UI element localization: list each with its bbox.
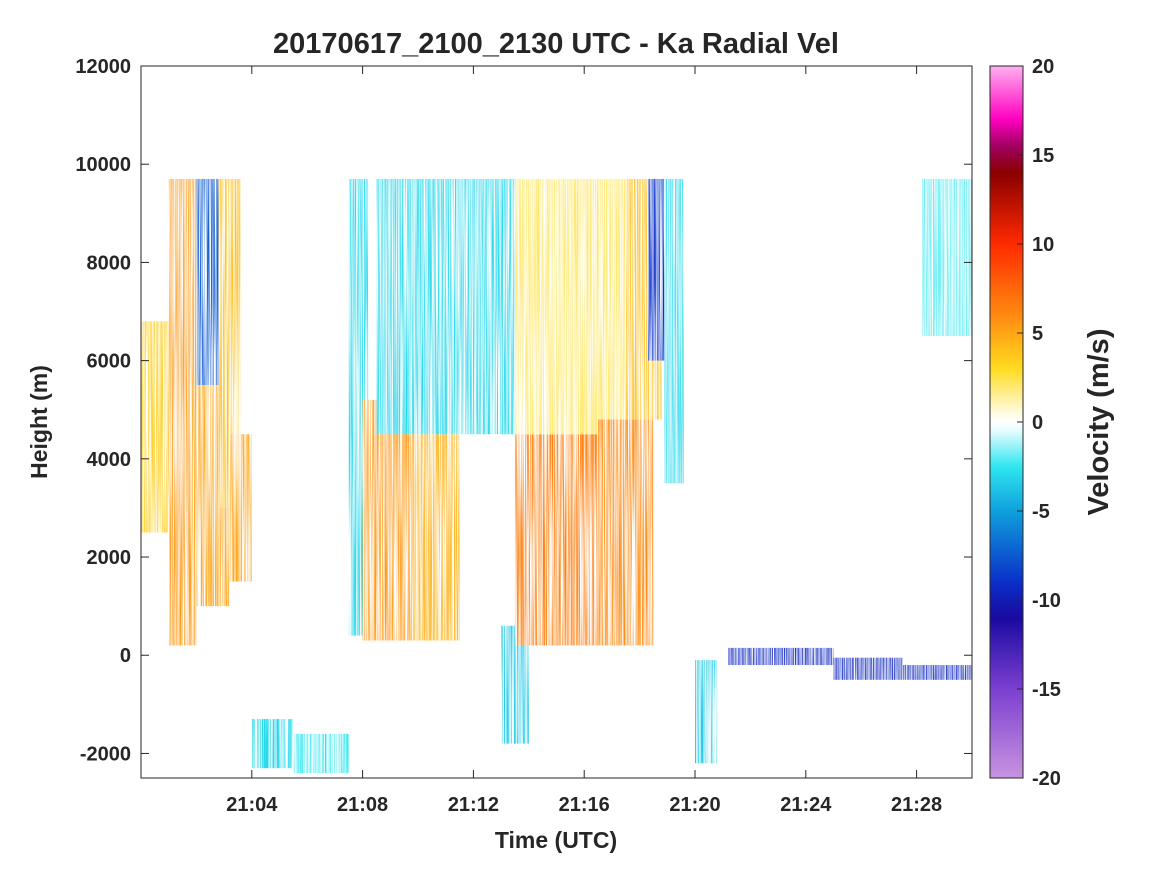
x-axis-ticks: 21:04 21:08 21:12 21:16 21:20 21:24 21:28 (226, 66, 942, 816)
velocity-cell-21 (833, 657, 903, 680)
velocity-cell-7 (293, 733, 349, 774)
x-tick-label: 21:24 (780, 794, 832, 816)
colorbar-tick-label: 0 (1032, 412, 1043, 434)
velocity-cell-22 (902, 665, 972, 680)
x-tick-label: 21:12 (448, 794, 499, 816)
x-axis-label: Time (UTC) (495, 827, 617, 853)
colorbar-ticks: 20 15 10 5 0 -5 -10 -15 -20 (1017, 56, 1061, 790)
y-tick-label: 12000 (75, 56, 131, 78)
velocity-cell-6 (251, 719, 294, 769)
y-tick-label: -2000 (80, 743, 131, 765)
velocity-cell-11 (376, 178, 515, 435)
velocity-cell-20 (728, 647, 834, 666)
velocity-cell-18 (664, 178, 684, 484)
velocity-cell-14 (514, 178, 626, 435)
y-axis-ticks: 12000 10000 8000 6000 4000 2000 0 -2000 (75, 56, 972, 765)
x-tick-label: 21:16 (559, 794, 610, 816)
y-tick-label: 6000 (87, 351, 132, 373)
plot-frame (140, 65, 973, 779)
y-tick-label: 8000 (87, 252, 132, 274)
velocity-cell-0 (141, 321, 169, 533)
colorbar-tick-label: -15 (1032, 679, 1061, 701)
colorbar-tick-label: 20 (1032, 56, 1054, 78)
y-tick-label: 2000 (87, 547, 132, 569)
velocity-cell-10 (412, 434, 460, 641)
velocity-cell-2 (196, 178, 219, 386)
velocity-cell-17 (647, 178, 665, 361)
y-tick-label: 10000 (75, 154, 131, 176)
colorbar-label: Velocity (m/s) (1083, 329, 1115, 516)
x-tick-label: 21:08 (337, 794, 388, 816)
x-tick-label: 21:20 (669, 794, 720, 816)
velocity-cell-23 (922, 178, 972, 337)
y-tick-label: 4000 (87, 449, 132, 471)
colorbar-tick-label: -5 (1032, 501, 1050, 523)
velocity-cell-19 (695, 660, 718, 764)
colorbar-tick-label: -10 (1032, 590, 1061, 612)
colorbar-tick-label: -20 (1032, 768, 1061, 790)
velocity-cell-5 (229, 434, 252, 582)
velocity-cell-13 (514, 434, 599, 646)
velocity-cell-15 (598, 419, 654, 646)
x-tick-label: 21:04 (226, 794, 278, 816)
velocity-cell-9 (362, 399, 413, 641)
colorbar-tick-label: 15 (1032, 145, 1054, 167)
colorbar-tick-label: 5 (1032, 323, 1043, 345)
y-axis-label: Height (m) (26, 365, 52, 479)
colorbar-tick-label: 10 (1032, 234, 1054, 256)
y-tick-label: 0 (120, 645, 131, 667)
x-tick-label: 21:28 (891, 794, 942, 816)
chart-title: 20170617_2100_2130 UTC - Ka Radial Vel (273, 28, 839, 60)
velocity-cell-4 (218, 178, 241, 508)
velocity-cells (141, 178, 972, 774)
